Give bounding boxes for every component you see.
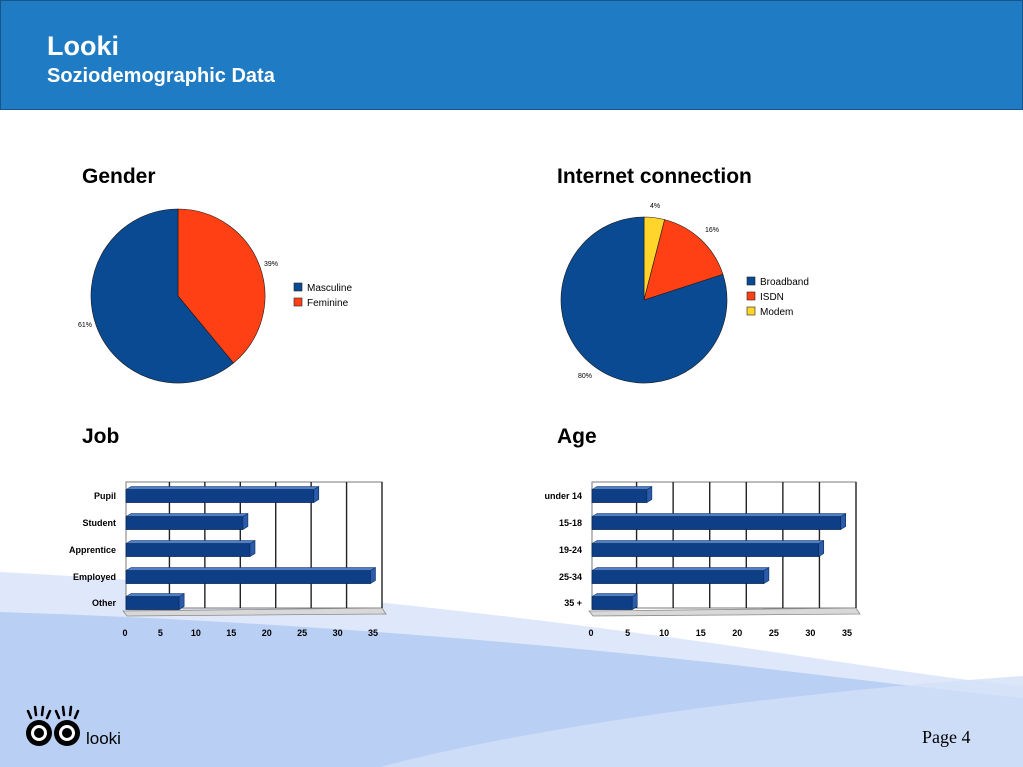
gender-value-label: 39% — [264, 261, 278, 268]
header-title: Looki — [47, 31, 119, 61]
job-category-label: Pupil — [94, 491, 116, 501]
age-tick-label: 30 — [805, 628, 815, 638]
age-tick-label: 10 — [659, 628, 669, 638]
connection-value-label: 80% — [578, 373, 592, 380]
job-category-label: Apprentice — [69, 545, 116, 555]
connection-legend-label: ISDN — [760, 292, 784, 303]
gender-legend-swatch — [293, 297, 303, 307]
connection-legend-swatch — [746, 276, 756, 286]
age-bar — [591, 543, 820, 557]
job-bar — [125, 516, 244, 530]
gender-legend-swatch — [293, 282, 303, 292]
page-number: Page 4 — [922, 727, 971, 747]
job-tick-label: 5 — [158, 628, 163, 638]
age-bar-top — [591, 567, 770, 571]
connection-slice-broadband — [560, 216, 728, 384]
job-bar-top — [125, 593, 186, 597]
job-bar-top — [125, 540, 256, 544]
age-bar — [591, 489, 648, 503]
job-tick-label: 35 — [368, 628, 378, 638]
age-category-label: 35 + — [564, 598, 582, 608]
age-category-label: 19-24 — [559, 545, 582, 555]
age-category-label: under 14 — [544, 491, 582, 501]
job-bar — [125, 489, 315, 503]
job-tick-label: 0 — [122, 628, 127, 638]
connection-legend-swatch — [746, 306, 756, 316]
gender-chart-title: Gender — [82, 165, 156, 188]
age-floor — [588, 607, 861, 617]
age-tick-label: 35 — [842, 628, 852, 638]
gender-slice-feminine — [177, 208, 266, 364]
age-bar-top — [591, 540, 825, 544]
gender-legend-label: Masculine — [307, 283, 352, 294]
job-category-label: Other — [92, 598, 117, 608]
slide-header: Looki Soziodemographic Data — [0, 0, 1023, 110]
job-tick-label: 10 — [191, 628, 201, 638]
gender-value-label: 61% — [78, 322, 92, 329]
job-bar — [125, 596, 180, 610]
job-tick-label: 20 — [262, 628, 272, 638]
header-subtitle: Soziodemographic Data — [47, 65, 275, 87]
age-bar — [591, 570, 765, 584]
age-tick-label: 0 — [588, 628, 593, 638]
connection-legend-label: Modem — [760, 307, 793, 318]
job-tick-label: 25 — [297, 628, 307, 638]
looki-eyes-logo-icon — [26, 705, 80, 746]
age-bar-top — [591, 486, 653, 490]
gender-slice-masculine — [90, 208, 234, 384]
job-floor — [122, 607, 387, 617]
job-bar-top — [125, 486, 320, 490]
job-chart-title: Job — [82, 425, 120, 448]
job-bar — [125, 570, 371, 584]
connection-legend-label: Broadband — [760, 277, 809, 288]
job-category-label: Employed — [73, 572, 116, 582]
job-bar-top — [125, 513, 249, 517]
connection-legend-swatch — [746, 291, 756, 301]
age-chart-title: Age — [557, 425, 597, 448]
connection-slice-isdn — [643, 219, 724, 301]
job-bar-top — [125, 567, 377, 571]
footer-brand: looki — [86, 729, 121, 748]
age-category-label: 25-34 — [559, 572, 582, 582]
age-tick-label: 5 — [625, 628, 630, 638]
age-tick-label: 25 — [769, 628, 779, 638]
age-category-label: 15-18 — [559, 518, 582, 528]
connection-value-label: 4% — [650, 203, 660, 210]
job-category-label: Student — [83, 518, 117, 528]
age-bar-top — [591, 513, 847, 517]
age-tick-label: 20 — [732, 628, 742, 638]
connection-value-label: 16% — [705, 227, 719, 234]
age-bar-top — [591, 593, 639, 597]
age-bar — [591, 516, 842, 530]
job-bar — [125, 543, 251, 557]
connection-chart-title: Internet connection — [557, 165, 752, 188]
age-bar — [591, 596, 633, 610]
gender-legend-label: Feminine — [307, 298, 349, 309]
age-tick-label: 15 — [696, 628, 706, 638]
job-tick-label: 15 — [226, 628, 236, 638]
job-tick-label: 30 — [333, 628, 343, 638]
